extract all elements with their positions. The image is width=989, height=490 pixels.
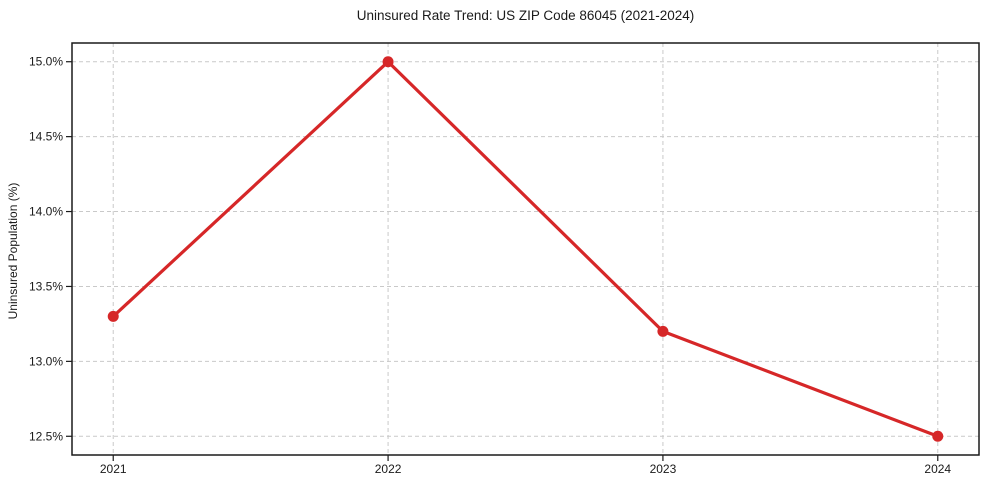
x-tick-label: 2024 <box>924 462 951 476</box>
data-point-2024 <box>932 430 944 442</box>
y-tick-label: 14.0% <box>29 205 63 219</box>
chart-title: Uninsured Rate Trend: US ZIP Code 86045 … <box>356 8 695 23</box>
y-tick-label: 14.5% <box>29 130 63 144</box>
trend-line <box>111 60 940 438</box>
y-tick-label: 13.0% <box>29 354 63 368</box>
x-tick-label: 2022 <box>375 462 402 476</box>
data-point-2022 <box>382 56 394 68</box>
data-point-2021 <box>107 310 119 322</box>
y-tick-label: 15.0% <box>29 55 63 69</box>
x-tick-label: 2021 <box>100 462 127 476</box>
data-point-2023 <box>657 325 669 337</box>
plot-border <box>71 42 980 456</box>
y-tick-label: 13.5% <box>29 279 63 293</box>
y-tick-label: 12.5% <box>29 429 63 443</box>
x-tick-label: 2023 <box>650 462 677 476</box>
